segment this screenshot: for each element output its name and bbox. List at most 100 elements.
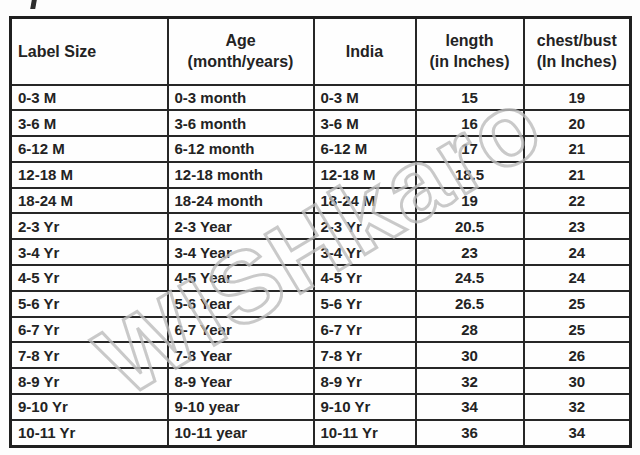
table-row: 6-12 M6-12 month6-12 M1721 bbox=[11, 136, 631, 162]
table-cell: 4-5 Yr bbox=[11, 265, 168, 291]
table-cell: 21 bbox=[524, 162, 631, 188]
table-row: 3-4 Yr3-4 Year3-4 Yr2324 bbox=[11, 239, 631, 265]
table-cell: 5-6 Year bbox=[168, 291, 314, 317]
table-cell: 2-3 Yr bbox=[11, 213, 168, 239]
table-cell: 4-5 Year bbox=[168, 265, 314, 291]
table-cell: 32 bbox=[416, 368, 524, 394]
table-cell: 6-12 M bbox=[11, 136, 168, 162]
size-chart-image: Label Size Age(month/years) India length… bbox=[0, 0, 640, 455]
table-cell: 3-4 Yr bbox=[314, 239, 416, 265]
table-cell: 34 bbox=[416, 394, 524, 420]
table-row: 5-6 Yr5-6 Year5-6 Yr26.525 bbox=[11, 291, 631, 317]
table-row: 6-7 Yr6-7 Year6-7 Yr2825 bbox=[11, 317, 631, 343]
table-cell: 7-8 Yr bbox=[314, 342, 416, 368]
table-row: 18-24 M18-24 month18-24 M1922 bbox=[11, 188, 631, 214]
table-cell: 9-10 Yr bbox=[314, 394, 416, 420]
table-cell: 20 bbox=[524, 110, 631, 136]
table-cell: 6-12 M bbox=[314, 136, 416, 162]
table-cell: 34 bbox=[524, 420, 631, 447]
header-row: Label Size Age(month/years) India length… bbox=[11, 18, 631, 85]
size-chart-table: Label Size Age(month/years) India length… bbox=[9, 16, 632, 448]
table-body: 0-3 M0-3 month0-3 M15193-6 M3-6 month3-6… bbox=[11, 85, 631, 447]
table-cell: 25 bbox=[524, 291, 631, 317]
table-cell: 6-7 Year bbox=[168, 317, 314, 343]
header-india-line1: India bbox=[317, 41, 413, 62]
table-row: 0-3 M0-3 month0-3 M1519 bbox=[11, 85, 631, 111]
table-cell: 20.5 bbox=[416, 213, 524, 239]
table-cell: 4-5 Yr bbox=[314, 265, 416, 291]
table-row: 10-11 Yr10-11 year10-11 Yr3634 bbox=[11, 420, 631, 447]
table-cell: 6-7 Yr bbox=[314, 317, 416, 343]
table-cell: 30 bbox=[524, 368, 631, 394]
artifact-mark bbox=[30, 0, 37, 9]
table-cell: 36 bbox=[416, 420, 524, 447]
table-cell: 24 bbox=[524, 239, 631, 265]
table-cell: 5-6 Yr bbox=[11, 291, 168, 317]
table-cell: 2-3 Yr bbox=[314, 213, 416, 239]
table-cell: 3-6 M bbox=[11, 110, 168, 136]
table-cell: 10-11 Yr bbox=[11, 420, 168, 447]
table-cell: 15 bbox=[416, 85, 524, 111]
header-india: India bbox=[314, 18, 416, 85]
table-cell: 9-10 year bbox=[168, 394, 314, 420]
table-cell: 17 bbox=[416, 136, 524, 162]
table-cell: 8-9 Yr bbox=[11, 368, 168, 394]
table-cell: 21 bbox=[524, 136, 631, 162]
table-cell: 23 bbox=[416, 239, 524, 265]
table-cell: 18-24 month bbox=[168, 188, 314, 214]
table-cell: 30 bbox=[416, 342, 524, 368]
table-cell: 26 bbox=[524, 342, 631, 368]
table-cell: 12-18 M bbox=[314, 162, 416, 188]
table-cell: 3-4 Year bbox=[168, 239, 314, 265]
table-cell: 12-18 month bbox=[168, 162, 314, 188]
table-cell: 24 bbox=[524, 265, 631, 291]
header-length-line2: (in Inches) bbox=[419, 51, 521, 72]
header-chest-bust-line1: chest/bust bbox=[527, 30, 628, 51]
table-row: 3-6 M3-6 month3-6 M1620 bbox=[11, 110, 631, 136]
table-cell: 24.5 bbox=[416, 265, 524, 291]
table-cell: 18-24 M bbox=[11, 188, 168, 214]
table-cell: 3-6 M bbox=[314, 110, 416, 136]
table-cell: 6-7 Yr bbox=[11, 317, 168, 343]
table-row: 2-3 Yr2-3 Year2-3 Yr20.523 bbox=[11, 213, 631, 239]
table-cell: 19 bbox=[416, 188, 524, 214]
table-cell: 28 bbox=[416, 317, 524, 343]
table-cell: 7-8 Year bbox=[168, 342, 314, 368]
table-cell: 8-9 Yr bbox=[314, 368, 416, 394]
table-cell: 3-4 Yr bbox=[11, 239, 168, 265]
table-cell: 9-10 Yr bbox=[11, 394, 168, 420]
table-cell: 6-12 month bbox=[168, 136, 314, 162]
header-age-line2: (month/years) bbox=[171, 51, 311, 72]
header-length-line1: length bbox=[419, 30, 521, 51]
table-cell: 16 bbox=[416, 110, 524, 136]
header-chest-bust-line2: (In Inches) bbox=[527, 51, 628, 72]
table-cell: 10-11 Yr bbox=[314, 420, 416, 447]
header-length: length(in Inches) bbox=[416, 18, 524, 85]
table-row: 8-9 Yr8-9 Year8-9 Yr3230 bbox=[11, 368, 631, 394]
table-header: Label Size Age(month/years) India length… bbox=[11, 18, 631, 85]
table-cell: 25 bbox=[524, 317, 631, 343]
table-cell: 0-3 month bbox=[168, 85, 314, 111]
table-cell: 26.5 bbox=[416, 291, 524, 317]
table-cell: 2-3 Year bbox=[168, 213, 314, 239]
table-cell: 10-11 year bbox=[168, 420, 314, 447]
table-cell: 19 bbox=[524, 85, 631, 111]
table-cell: 0-3 M bbox=[314, 85, 416, 111]
table-cell: 7-8 Yr bbox=[11, 342, 168, 368]
table-cell: 32 bbox=[524, 394, 631, 420]
table-cell: 8-9 Year bbox=[168, 368, 314, 394]
table-cell: 23 bbox=[524, 213, 631, 239]
table-cell: 5-6 Yr bbox=[314, 291, 416, 317]
header-label-size: Label Size bbox=[11, 18, 168, 85]
table-cell: 18-24 M bbox=[314, 188, 416, 214]
table-row: 4-5 Yr4-5 Year4-5 Yr24.524 bbox=[11, 265, 631, 291]
table-cell: 22 bbox=[524, 188, 631, 214]
table-cell: 3-6 month bbox=[168, 110, 314, 136]
table-row: 12-18 M12-18 month12-18 M18.521 bbox=[11, 162, 631, 188]
table-cell: 12-18 M bbox=[11, 162, 168, 188]
table-cell: 18.5 bbox=[416, 162, 524, 188]
header-age: Age(month/years) bbox=[168, 18, 314, 85]
table-row: 9-10 Yr9-10 year9-10 Yr3432 bbox=[11, 394, 631, 420]
table-row: 7-8 Yr7-8 Year7-8 Yr3026 bbox=[11, 342, 631, 368]
header-label-size-line1: Label Size bbox=[18, 41, 165, 62]
